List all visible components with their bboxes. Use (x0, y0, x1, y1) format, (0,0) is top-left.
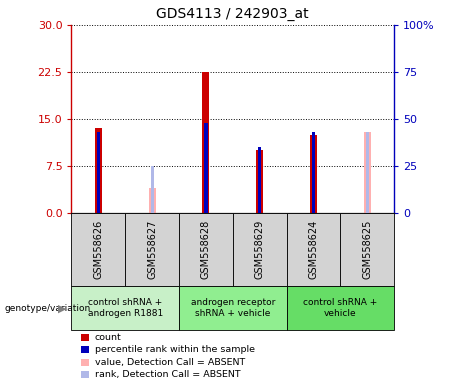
Bar (312, 132, 315, 213)
Text: androgen receptor
shRNA + vehicle: androgen receptor shRNA + vehicle (190, 298, 275, 318)
Text: rank, Detection Call = ABSENT: rank, Detection Call = ABSENT (95, 370, 240, 379)
Text: control shRNA +
vehicle: control shRNA + vehicle (303, 298, 378, 318)
Bar (287, 213, 340, 286)
Bar (148, 188, 156, 213)
Text: ▶: ▶ (58, 303, 66, 313)
Bar (125, 213, 179, 286)
Text: GSM558628: GSM558628 (201, 220, 211, 279)
Bar (258, 147, 261, 213)
Bar (310, 135, 317, 213)
Text: GSM558627: GSM558627 (147, 220, 157, 279)
Bar (204, 123, 207, 213)
Text: GSM558626: GSM558626 (93, 220, 103, 279)
Bar (95, 128, 102, 213)
Bar (287, 286, 394, 330)
Text: GSM558625: GSM558625 (362, 220, 372, 279)
Title: GDS4113 / 242903_at: GDS4113 / 242903_at (156, 7, 309, 21)
Bar (256, 151, 263, 213)
Text: count: count (95, 333, 121, 342)
Bar (150, 166, 154, 213)
Bar (202, 72, 209, 213)
Bar (71, 286, 179, 330)
Bar (97, 132, 100, 213)
Bar (179, 213, 233, 286)
Bar (366, 132, 369, 213)
Text: control shRNA +
androgen R1881: control shRNA + androgen R1881 (88, 298, 163, 318)
Bar (364, 132, 371, 213)
Text: GSM558624: GSM558624 (308, 220, 319, 279)
Bar (340, 213, 394, 286)
Text: GSM558629: GSM558629 (254, 220, 265, 279)
Bar (233, 213, 287, 286)
Text: percentile rank within the sample: percentile rank within the sample (95, 345, 254, 354)
Bar (71, 213, 125, 286)
Bar (179, 286, 287, 330)
Text: value, Detection Call = ABSENT: value, Detection Call = ABSENT (95, 358, 245, 367)
Text: genotype/variation: genotype/variation (5, 304, 91, 313)
